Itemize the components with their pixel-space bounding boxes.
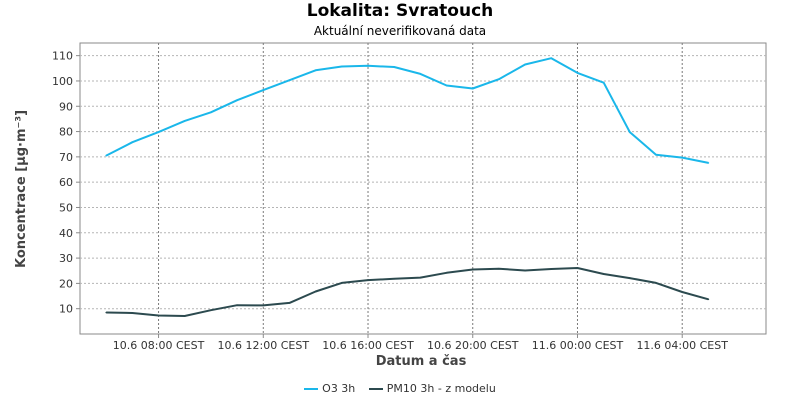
x-tick-label: 10.6 16:00 CEST <box>322 339 414 352</box>
data-point-1 <box>524 269 526 272</box>
y-tick-label: 80 <box>59 126 73 139</box>
data-point-1 <box>471 268 474 271</box>
legend-swatch-pm10 <box>368 387 383 390</box>
data-point-0 <box>262 89 265 91</box>
y-tick-label: 20 <box>59 277 73 290</box>
data-point-1 <box>131 312 134 314</box>
data-point-1 <box>314 290 317 293</box>
data-point-1 <box>183 315 186 317</box>
data-point-0 <box>157 131 160 133</box>
data-point-0 <box>183 120 186 122</box>
y-tick-label: 100 <box>52 75 73 88</box>
data-point-0 <box>524 63 526 66</box>
y-tick-label: 40 <box>59 227 73 240</box>
data-point-0 <box>393 66 396 68</box>
legend: O3 3h PM10 3h - z modelu <box>0 381 800 395</box>
legend-item-pm10: PM10 3h - z modelu <box>368 381 496 395</box>
data-point-0 <box>314 69 317 72</box>
x-tick-label: 11.6 04:00 CEST <box>636 339 728 352</box>
data-point-1 <box>445 272 448 274</box>
x-axis-label: Datum a čas <box>376 354 467 369</box>
data-point-0 <box>576 72 579 74</box>
data-point-0 <box>131 141 134 143</box>
data-point-1 <box>498 267 500 270</box>
chart-subtitle: Aktuální neverifikovaná data <box>313 24 487 38</box>
data-point-1 <box>393 278 396 280</box>
data-point-0 <box>367 65 369 67</box>
x-tick-label: 11.6 00:00 CEST <box>532 339 624 352</box>
x-tick-label: 10.6 12:00 CEST <box>218 339 310 352</box>
data-point-0 <box>655 154 657 156</box>
data-point-0 <box>471 87 474 90</box>
data-point-0 <box>681 156 683 159</box>
legend-label-o3: O3 3h <box>322 381 356 395</box>
x-tick-label: 10.6 20:00 CEST <box>427 339 519 352</box>
grid-layer <box>79 42 767 335</box>
data-point-1 <box>550 268 553 270</box>
y-tick-label: 50 <box>59 201 73 214</box>
data-point-1 <box>681 291 683 293</box>
data-point-1 <box>707 298 710 301</box>
legend-label-pm10: PM10 3h - z modelu <box>386 381 496 395</box>
data-point-0 <box>602 81 605 84</box>
data-point-1 <box>105 311 107 314</box>
y-tick-label: 70 <box>59 151 73 164</box>
data-point-0 <box>550 57 553 59</box>
data-point-0 <box>105 154 107 157</box>
y-tick-label: 60 <box>59 176 73 189</box>
y-tick-label: 110 <box>52 50 73 63</box>
x-tick-label: 10.6 08:00 CEST <box>113 339 205 352</box>
data-point-0 <box>419 73 422 75</box>
data-point-0 <box>707 162 710 164</box>
data-point-1 <box>341 282 343 284</box>
y-tick-label: 30 <box>59 252 73 265</box>
y-axis-label: Koncentrace [µg·m⁻³] <box>14 110 29 268</box>
data-point-1 <box>602 273 605 275</box>
series-line-1 <box>106 267 709 317</box>
series-layer <box>105 57 710 317</box>
y-tick-label: 90 <box>59 100 73 113</box>
data-point-0 <box>629 131 631 133</box>
data-point-1 <box>288 302 291 304</box>
data-point-0 <box>288 79 291 81</box>
data-point-1 <box>655 282 657 284</box>
data-point-1 <box>419 276 422 279</box>
data-point-1 <box>210 309 212 312</box>
y-tick-label: 10 <box>59 303 73 316</box>
legend-item-o3: O3 3h <box>304 382 355 395</box>
data-point-1 <box>367 279 369 281</box>
data-point-1 <box>262 304 265 307</box>
data-point-1 <box>576 267 579 269</box>
series-line-0 <box>105 57 709 164</box>
data-point-1 <box>157 314 160 317</box>
plot-area <box>79 42 767 335</box>
legend-swatch-o3 <box>304 387 319 390</box>
data-point-0 <box>210 111 212 114</box>
data-point-1 <box>629 277 631 279</box>
data-point-0 <box>498 78 500 80</box>
axis-layer: 10 20 30 40 50 60 70 80 90 100 110 10.6 08:00 CEST 1… <box>52 50 728 352</box>
data-point-0 <box>445 84 448 87</box>
data-point-1 <box>236 304 238 307</box>
chart-title: Lokalita: Svratouch <box>306 1 494 21</box>
data-point-0 <box>341 65 343 68</box>
data-point-0 <box>236 99 238 101</box>
